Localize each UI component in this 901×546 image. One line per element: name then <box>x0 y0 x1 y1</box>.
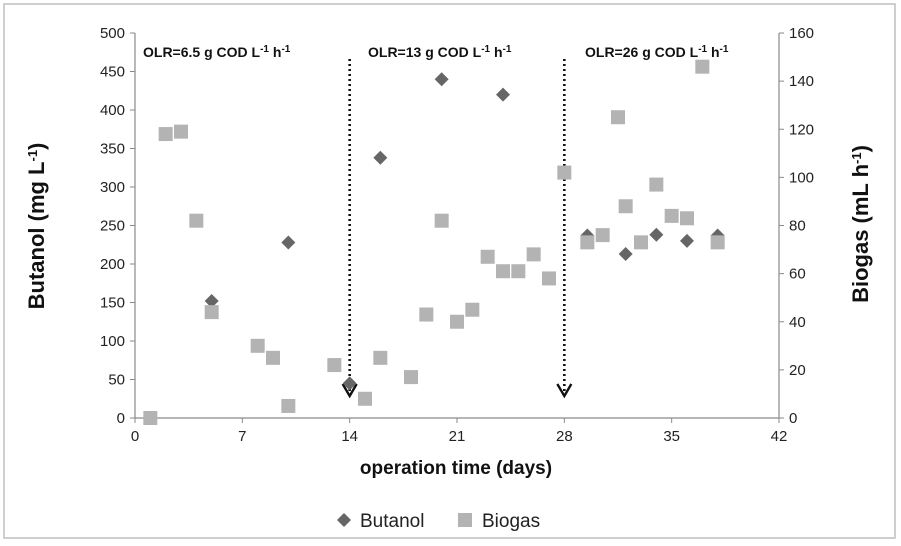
marks-group <box>143 59 725 425</box>
right-y-tick-label: 40 <box>789 314 806 331</box>
x-tick-label: 28 <box>556 428 573 445</box>
right-y-tick-label: 80 <box>789 218 806 235</box>
biogas-point <box>450 314 464 329</box>
butanol-point <box>649 227 664 242</box>
biogas-point <box>358 391 372 406</box>
left-y-tick-label: 500 <box>100 25 125 42</box>
butanol-point <box>342 376 357 391</box>
left-y-tick-label: 100 <box>100 333 125 350</box>
left-y-tick-label: 0 <box>117 410 125 427</box>
axes-group: 0 7 14 21 28 35 420501001502002503003504004505… <box>100 25 814 445</box>
biogas-point <box>434 213 449 228</box>
biogas-point <box>404 370 418 385</box>
biogas-point <box>143 411 158 425</box>
annotation-olr-6-5: OLR=6.5 g COD L-1 h-1 <box>143 44 291 61</box>
right-axis-title: Biogas (mL h-1) <box>848 145 873 303</box>
butanol-point <box>204 293 219 308</box>
biogas-point <box>611 110 625 125</box>
biogas-point <box>649 177 664 192</box>
biogas-point <box>595 228 610 243</box>
biogas-point <box>710 235 725 250</box>
x-axis-title: operation time (days) <box>360 458 552 479</box>
x-tick-label: 21 <box>449 428 466 445</box>
left-y-tick-label: 150 <box>100 295 125 312</box>
legend-biogas-marker <box>458 513 472 527</box>
biogas-point <box>158 127 173 142</box>
butanol-point <box>680 233 694 248</box>
biogas-point <box>204 305 219 320</box>
biogas-point <box>664 208 679 223</box>
x-tick-label: 7 <box>238 428 246 445</box>
biogas-point <box>680 211 694 226</box>
x-tick-label: 14 <box>341 428 358 445</box>
biogas-point <box>634 235 648 250</box>
biogas-point <box>373 350 388 365</box>
x-tick-label: 35 <box>663 428 680 445</box>
butanol-point <box>281 235 296 250</box>
biogas-point <box>465 302 480 317</box>
right-y-tick-label: 60 <box>789 266 806 283</box>
right-y-tick-label: 160 <box>789 25 814 42</box>
biogas-point <box>189 213 204 228</box>
biogas-point <box>281 398 296 413</box>
butanol-point <box>496 87 510 102</box>
biogas-point <box>480 249 495 264</box>
legend-butanol-marker <box>337 513 351 527</box>
x-tick-label: 0 <box>131 428 139 445</box>
biogas-point <box>542 271 556 286</box>
left-y-tick-label: 250 <box>100 218 125 235</box>
biogas-point <box>557 165 572 180</box>
legend-biogas-label: Biogas <box>482 511 540 532</box>
left-y-tick-label: 300 <box>100 179 125 196</box>
chart-frame <box>3 3 896 539</box>
olr-change-arrow-head <box>556 383 573 399</box>
biogas-point <box>266 350 280 365</box>
left-y-tick-label: 50 <box>108 372 125 389</box>
legend: Butanol Biogas <box>337 511 540 532</box>
biogas-point <box>250 338 265 353</box>
annotation-olr-26: OLR=26 g COD L-1 h-1 <box>585 44 729 61</box>
right-y-tick-label: 140 <box>789 73 814 90</box>
left-y-tick-label: 350 <box>100 141 125 158</box>
biogas-point <box>174 124 188 139</box>
legend-butanol-label: Butanol <box>360 511 424 532</box>
right-y-tick-label: 20 <box>789 362 806 379</box>
biogas-point <box>327 358 342 373</box>
left-y-tick-label: 450 <box>100 64 125 81</box>
right-y-tick-label: 0 <box>789 410 797 427</box>
annotation-olr-13: OLR=13 g COD L-1 h-1 <box>368 44 512 61</box>
biogas-point <box>511 264 526 279</box>
right-y-tick-label: 120 <box>789 121 814 138</box>
biogas-point <box>580 235 595 250</box>
butanol-point <box>373 150 388 165</box>
left-axis-title: Butanol (mg L-1) <box>24 143 49 310</box>
x-tick-label: 42 <box>771 428 788 445</box>
biogas-point <box>695 59 710 74</box>
arrows-group <box>341 59 573 399</box>
butanol-point <box>434 72 449 87</box>
left-y-tick-label: 200 <box>100 256 125 273</box>
butanol-point <box>618 246 633 261</box>
olr-change-arrow-head <box>341 383 358 399</box>
biogas-point <box>526 247 541 262</box>
biogas-point <box>496 264 510 279</box>
left-y-tick-label: 400 <box>100 102 125 119</box>
biogas-point <box>618 199 633 214</box>
right-y-tick-label: 100 <box>789 169 814 186</box>
biogas-point <box>419 307 434 322</box>
